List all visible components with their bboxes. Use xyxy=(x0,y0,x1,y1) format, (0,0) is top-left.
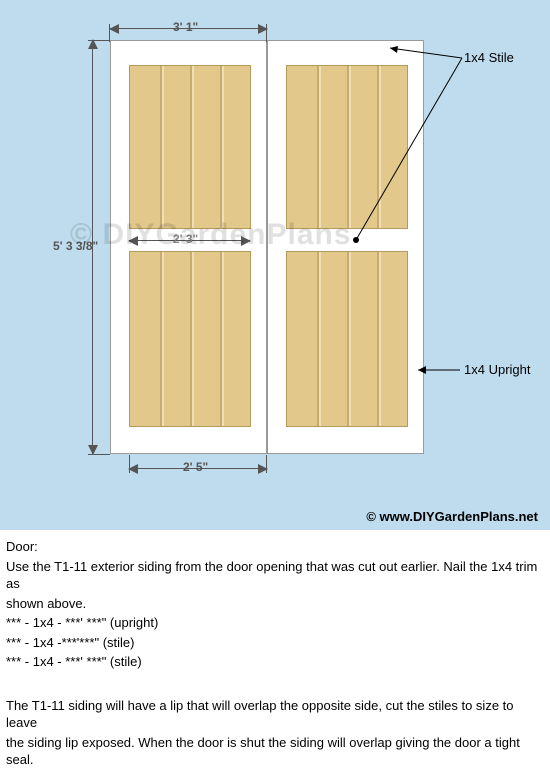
dim-bottom-label: 2' 5" xyxy=(180,459,211,475)
door-left xyxy=(110,40,267,454)
door-assembly xyxy=(110,40,424,454)
callout-upright: 1x4 Upright xyxy=(464,362,530,377)
line1: Use the T1-11 exterior siding from the d… xyxy=(6,558,544,593)
dim-height-label: 5' 3 3/8" xyxy=(50,238,101,254)
callout-stile: 1x4 Stile xyxy=(464,50,514,65)
dim-mid-label: 2' 3" xyxy=(170,231,201,247)
cut3: *** - 1x4 - ***' ***" (stile) xyxy=(6,653,544,671)
instructions: Door: Use the T1-11 exterior siding from… xyxy=(0,530,550,775)
right-bottom-panel xyxy=(286,251,408,427)
line2: shown above. xyxy=(6,595,544,613)
diagram-area: 3' 1" 5' 3 3/8" 2' 3" 2' 5" 1x4 Stile 1x… xyxy=(0,0,550,530)
cut2: *** - 1x4 -***'***" (stile) xyxy=(6,634,544,652)
left-bottom-panel xyxy=(129,251,251,427)
cut1: *** - 1x4 - ***' ***" (upright) xyxy=(6,614,544,632)
dim-top-label: 3' 1" xyxy=(170,19,201,35)
door-right xyxy=(267,40,424,454)
left-top-panel xyxy=(129,65,251,229)
door-heading: Door: xyxy=(6,538,544,556)
copyright: © www.DIYGardenPlans.net xyxy=(366,509,538,524)
note1: The T1-11 siding will have a lip that wi… xyxy=(6,697,544,732)
right-top-panel xyxy=(286,65,408,229)
